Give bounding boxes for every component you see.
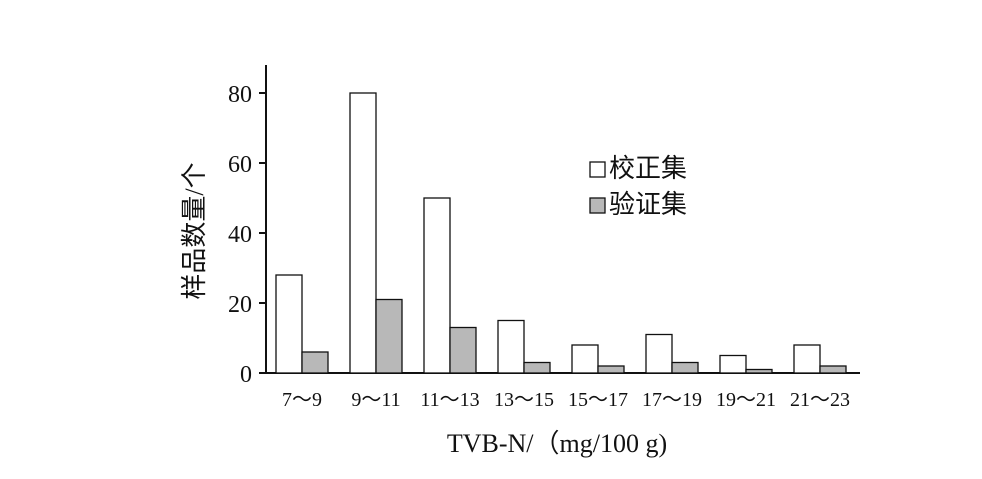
legend-swatch xyxy=(589,161,606,178)
legend-swatch xyxy=(589,197,606,214)
bar-validation xyxy=(819,365,847,374)
bar-validation xyxy=(671,361,699,374)
labels: 0 20 40 60 80 7～9 9～11 11～13 13～15 15～17 17～19 19～2… xyxy=(228,82,850,411)
y-tick-label: 0 xyxy=(240,362,252,388)
bar-calibration xyxy=(349,92,377,374)
y-tick-label: 60 xyxy=(228,152,252,178)
y-tick-label: 40 xyxy=(228,222,252,248)
bar-calibration xyxy=(719,354,747,374)
y-tick-label: 20 xyxy=(228,292,252,318)
x-tick-label: 21～23 xyxy=(790,389,850,411)
x-tick-label: 11～13 xyxy=(420,389,479,411)
bar-calibration xyxy=(571,344,599,374)
legend-label: 验证集 xyxy=(609,190,687,219)
x-axis-title: TVB-N/（mg/100 g) xyxy=(447,429,667,458)
y-axis-title: 样品数量/个 xyxy=(180,162,209,299)
bar-validation xyxy=(375,298,403,374)
y-tick-label: 80 xyxy=(228,82,252,108)
x-tick-label: 9～11 xyxy=(351,389,400,411)
bar-validation xyxy=(449,326,477,374)
axes xyxy=(259,65,860,374)
bars xyxy=(275,92,847,374)
bar-calibration xyxy=(423,197,451,374)
bar-calibration xyxy=(645,333,673,374)
x-tick-label: 13～15 xyxy=(494,389,554,411)
bar-validation xyxy=(301,351,329,374)
bar-validation xyxy=(597,365,625,374)
x-tick-label: 7～9 xyxy=(282,389,322,411)
bar-calibration xyxy=(275,274,303,374)
legend-label: 校正集 xyxy=(609,154,687,183)
bar-calibration xyxy=(793,344,821,374)
bar-calibration xyxy=(497,319,525,374)
bar-validation xyxy=(745,368,773,374)
bar-validation xyxy=(523,361,551,374)
x-tick-label: 15～17 xyxy=(568,389,628,411)
x-tick-label: 17～19 xyxy=(642,389,702,411)
x-tick-label: 19～21 xyxy=(716,389,776,411)
